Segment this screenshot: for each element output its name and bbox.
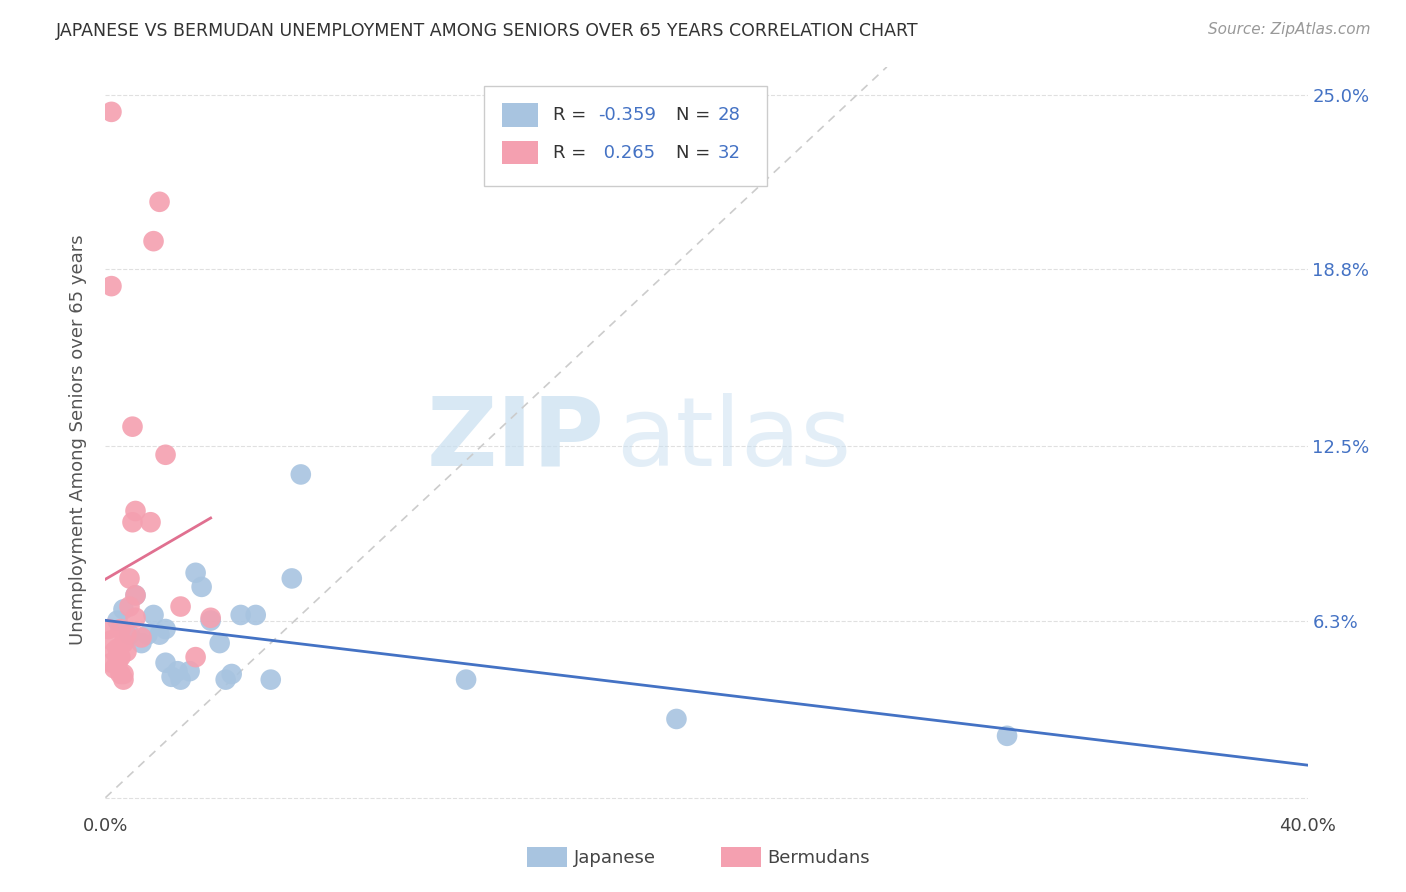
Text: -0.359: -0.359 xyxy=(599,106,657,124)
Point xyxy=(155,448,177,462)
Point xyxy=(190,580,212,594)
Point xyxy=(166,664,188,678)
Point xyxy=(208,636,231,650)
Text: Japanese: Japanese xyxy=(574,849,655,867)
Point xyxy=(155,656,177,670)
Text: 32: 32 xyxy=(717,144,741,161)
FancyBboxPatch shape xyxy=(502,103,538,128)
Point xyxy=(112,667,135,681)
FancyBboxPatch shape xyxy=(502,141,538,164)
Point xyxy=(118,571,141,585)
Point xyxy=(131,631,153,645)
Point xyxy=(665,712,688,726)
Point xyxy=(110,650,132,665)
Point xyxy=(142,234,165,248)
Point xyxy=(124,504,146,518)
Point xyxy=(136,627,159,641)
Point xyxy=(200,611,222,625)
Point xyxy=(121,419,143,434)
Point xyxy=(107,656,129,670)
Point xyxy=(124,611,146,625)
Point xyxy=(214,673,236,687)
Text: Source: ZipAtlas.com: Source: ZipAtlas.com xyxy=(1208,22,1371,37)
Point xyxy=(131,636,153,650)
Point xyxy=(245,607,267,622)
Point xyxy=(115,627,138,641)
Text: N =: N = xyxy=(676,144,717,161)
Point xyxy=(169,599,191,614)
Point xyxy=(260,673,283,687)
Point xyxy=(281,571,304,585)
Text: 0.265: 0.265 xyxy=(599,144,655,161)
Point xyxy=(142,607,165,622)
Text: 28: 28 xyxy=(717,106,740,124)
Point xyxy=(118,599,141,614)
Text: ZIP: ZIP xyxy=(426,392,605,486)
Point xyxy=(100,279,122,293)
Point xyxy=(118,627,141,641)
Point xyxy=(169,673,191,687)
Point xyxy=(103,644,125,658)
Text: R =: R = xyxy=(553,106,592,124)
Point xyxy=(112,602,135,616)
Point xyxy=(103,661,125,675)
Point xyxy=(200,614,222,628)
Point xyxy=(184,650,207,665)
Y-axis label: Unemployment Among Seniors over 65 years: Unemployment Among Seniors over 65 years xyxy=(69,234,87,645)
Point xyxy=(112,673,135,687)
Text: Bermudans: Bermudans xyxy=(768,849,870,867)
Point xyxy=(124,588,146,602)
Point xyxy=(124,588,146,602)
Point xyxy=(107,641,129,656)
Point xyxy=(229,607,252,622)
Point xyxy=(121,515,143,529)
Point xyxy=(97,622,120,636)
Point xyxy=(148,627,170,641)
Point xyxy=(107,614,129,628)
Point xyxy=(290,467,312,482)
Point xyxy=(115,644,138,658)
Point xyxy=(184,566,207,580)
Point xyxy=(100,104,122,119)
Text: R =: R = xyxy=(553,144,592,161)
Point xyxy=(110,622,132,636)
Point xyxy=(148,194,170,209)
Point xyxy=(100,656,122,670)
Point xyxy=(139,515,162,529)
Point xyxy=(155,622,177,636)
Point xyxy=(179,664,201,678)
Point xyxy=(160,670,183,684)
Point xyxy=(100,633,122,648)
Text: atlas: atlas xyxy=(616,392,852,486)
Point xyxy=(112,636,135,650)
Text: JAPANESE VS BERMUDAN UNEMPLOYMENT AMONG SENIORS OVER 65 YEARS CORRELATION CHART: JAPANESE VS BERMUDAN UNEMPLOYMENT AMONG … xyxy=(56,22,920,40)
FancyBboxPatch shape xyxy=(484,86,766,186)
Point xyxy=(995,729,1018,743)
Point xyxy=(454,673,477,687)
Text: N =: N = xyxy=(676,106,717,124)
Point xyxy=(110,667,132,681)
Point xyxy=(221,667,243,681)
